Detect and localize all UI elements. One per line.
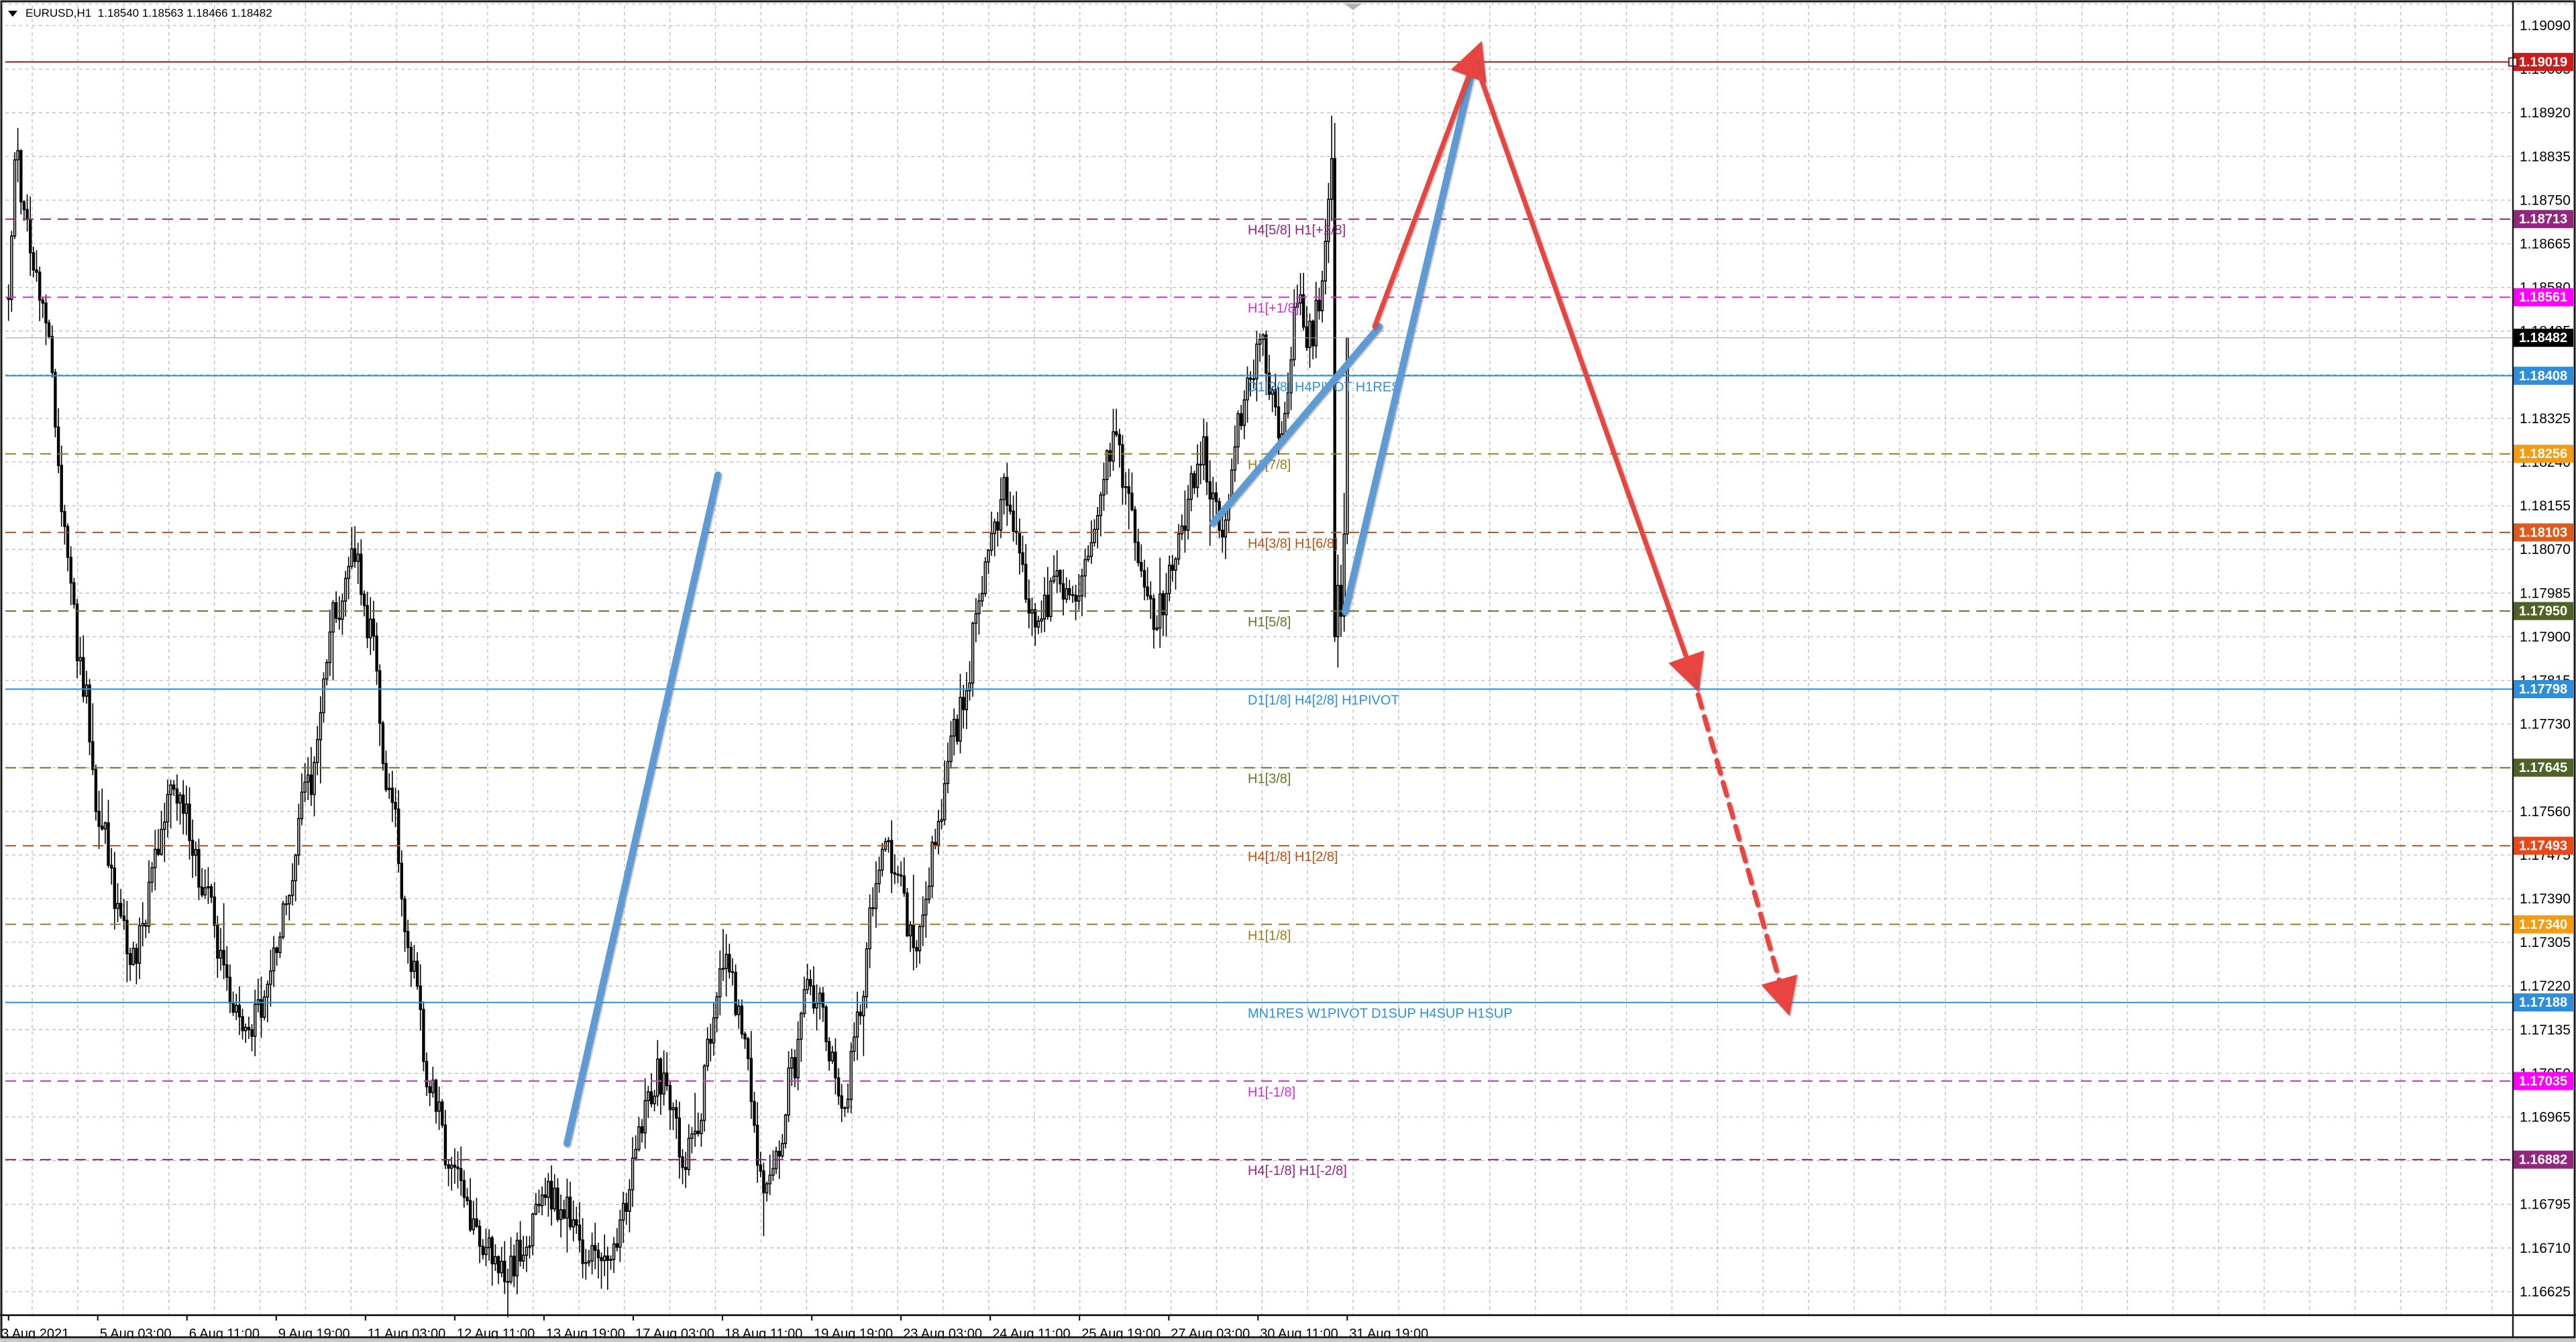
svg-text:1.18561: 1.18561: [2519, 290, 2567, 305]
svg-text:1.17798: 1.17798: [2519, 682, 2567, 697]
svg-text:1.18070: 1.18070: [2520, 542, 2571, 557]
svg-text:1.17560: 1.17560: [2520, 804, 2571, 820]
svg-text:H4[3/8] H1[6/8]: H4[3/8] H1[6/8]: [1248, 537, 1338, 551]
svg-text:H1[3/8]: H1[3/8]: [1248, 772, 1291, 787]
svg-text:1.18482: 1.18482: [2519, 331, 2567, 345]
svg-text:1.17985: 1.17985: [2520, 585, 2571, 601]
svg-text:EURUSD,H1 1.18540 1.18563 1.1: EURUSD,H1 1.18540 1.18563 1.18466 1.1848…: [25, 7, 272, 19]
svg-text:1.17305: 1.17305: [2520, 935, 2571, 950]
svg-text:MN1RES W1PIVOT D1SUP H4SUP H1S: MN1RES W1PIVOT D1SUP H4SUP H1SUP: [1248, 1007, 1513, 1021]
svg-text:1.17730: 1.17730: [2520, 717, 2571, 732]
svg-text:1.17188: 1.17188: [2519, 995, 2567, 1010]
svg-text:1.18103: 1.18103: [2519, 525, 2567, 540]
svg-text:1.18920: 1.18920: [2520, 105, 2571, 121]
svg-text:1.17340: 1.17340: [2519, 917, 2567, 932]
svg-text:1.17390: 1.17390: [2520, 891, 2571, 907]
svg-text:1.17900: 1.17900: [2520, 629, 2571, 645]
svg-text:H4[5/8] H1[+2/8]: H4[5/8] H1[+2/8]: [1248, 223, 1346, 238]
svg-text:1.17950: 1.17950: [2519, 604, 2567, 619]
svg-text:1.18155: 1.18155: [2520, 498, 2571, 514]
svg-text:1.16710: 1.16710: [2520, 1241, 2571, 1256]
svg-text:1.16882: 1.16882: [2519, 1153, 2567, 1168]
svg-text:H4[1/8] H1[2/8]: H4[1/8] H1[2/8]: [1248, 850, 1338, 864]
svg-text:1.16625: 1.16625: [2520, 1284, 2571, 1300]
svg-text:1.18713: 1.18713: [2519, 212, 2567, 227]
svg-text:H1[1/8]: H1[1/8]: [1248, 928, 1291, 943]
svg-text:1.19019: 1.19019: [2519, 55, 2567, 70]
svg-text:1.16965: 1.16965: [2520, 1110, 2571, 1125]
svg-text:1.18665: 1.18665: [2520, 237, 2571, 252]
svg-text:H4[-1/8] H1[-2/8]: H4[-1/8] H1[-2/8]: [1248, 1164, 1347, 1178]
svg-text:1.17035: 1.17035: [2519, 1074, 2567, 1088]
svg-text:1.18750: 1.18750: [2520, 192, 2571, 208]
svg-text:H1[-1/8]: H1[-1/8]: [1248, 1085, 1295, 1100]
svg-text:H1[5/8]: H1[5/8]: [1248, 615, 1291, 630]
svg-text:1.18408: 1.18408: [2519, 369, 2567, 384]
svg-text:1.18325: 1.18325: [2520, 411, 2571, 427]
svg-text:1.17220: 1.17220: [2520, 978, 2571, 994]
svg-text:1.17493: 1.17493: [2519, 839, 2567, 854]
svg-text:D1[1/8] H4[2/8] H1PIVOT: D1[1/8] H4[2/8] H1PIVOT: [1248, 693, 1399, 708]
svg-text:1.18256: 1.18256: [2519, 447, 2567, 461]
svg-text:1.16795: 1.16795: [2520, 1197, 2571, 1213]
svg-text:1.17645: 1.17645: [2519, 761, 2567, 775]
svg-text:1.19090: 1.19090: [2520, 18, 2571, 34]
svg-text:1.17135: 1.17135: [2520, 1022, 2571, 1038]
svg-text:H1[+1/8]: H1[+1/8]: [1248, 301, 1299, 316]
svg-text:1.18835: 1.18835: [2520, 149, 2571, 164]
